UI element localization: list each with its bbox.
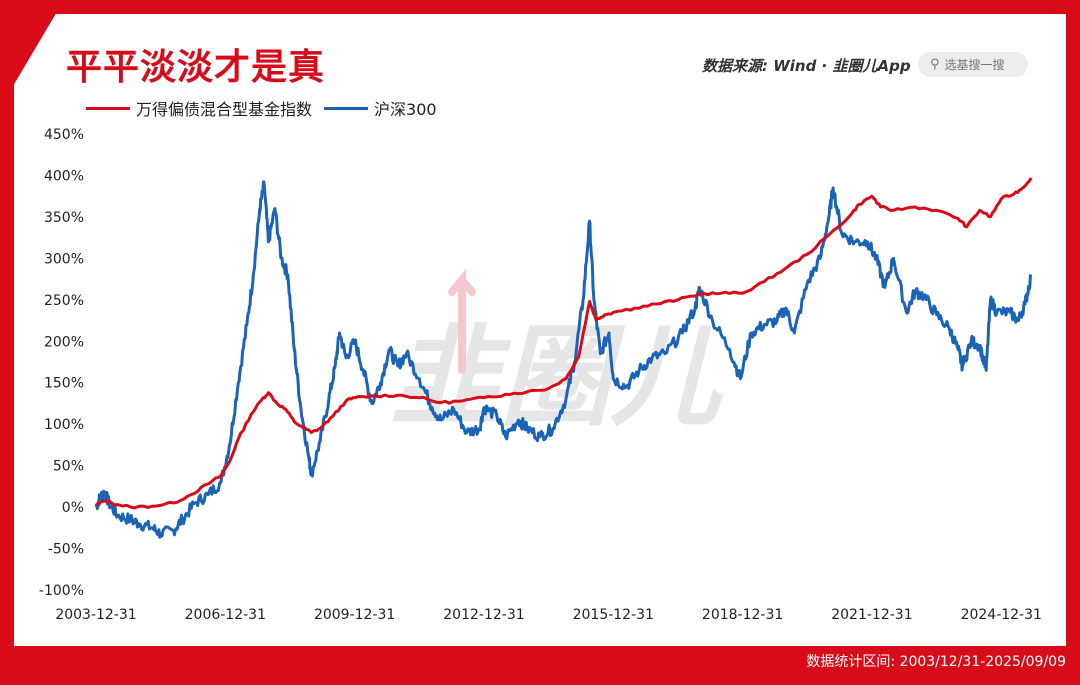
legend-item-bond-index: 万得偏债混合型基金指数 xyxy=(86,96,312,120)
y-tick-label: -50% xyxy=(48,542,84,558)
legend-item-hs300: 沪深300 xyxy=(324,96,437,120)
x-tick-label: 2024-12-31 xyxy=(961,607,1042,623)
legend-label: 万得偏债混合型基金指数 xyxy=(136,100,313,119)
search-placeholder: 选基搜一搜 xyxy=(944,58,1005,72)
y-tick-label: 100% xyxy=(44,417,84,433)
footer-date-range: 数据统计区间: 2003/12/31-2025/09/09 xyxy=(806,654,1066,670)
legend: 万得偏债混合型基金指数 沪深300 xyxy=(86,96,449,120)
x-tick-label: 2006-12-31 xyxy=(185,607,266,623)
y-tick-label: 50% xyxy=(53,459,84,475)
y-tick-label: 350% xyxy=(44,210,84,226)
y-tick-label: 150% xyxy=(44,376,84,392)
corner-decoration xyxy=(0,0,64,108)
page-title: 平平淡淡才是真 xyxy=(66,47,326,88)
x-tick-label: 2018-12-31 xyxy=(702,607,783,623)
source-text: 数据来源: Wind · 韭圈儿App xyxy=(702,57,911,75)
x-tick-label: 2015-12-31 xyxy=(573,607,654,623)
y-tick-label: 250% xyxy=(44,293,84,309)
series-line-bond-index xyxy=(95,177,1033,510)
series-line-hs300 xyxy=(94,180,1033,539)
y-tick-label: -100% xyxy=(39,583,84,599)
y-tick-label: 300% xyxy=(44,251,84,267)
legend-swatch-red xyxy=(86,106,130,110)
y-tick-label: 400% xyxy=(44,168,84,184)
x-tick-label: 2012-12-31 xyxy=(443,607,524,623)
search-box[interactable]: ⚲ 选基搜一搜 xyxy=(918,52,1028,77)
watermark-arrow-icon xyxy=(448,268,476,374)
x-tick-label: 2003-12-31 xyxy=(55,607,136,623)
legend-label: 沪深300 xyxy=(374,100,437,119)
legend-swatch-blue xyxy=(324,106,369,110)
search-icon: ⚲ xyxy=(930,57,940,72)
x-tick-label: 2021-12-31 xyxy=(831,607,912,623)
y-tick-label: 0% xyxy=(62,500,84,516)
y-tick-label: 450% xyxy=(44,127,84,143)
x-tick-label: 2009-12-31 xyxy=(314,607,395,623)
y-tick-label: 200% xyxy=(44,334,84,350)
chart-panel xyxy=(14,14,1066,646)
